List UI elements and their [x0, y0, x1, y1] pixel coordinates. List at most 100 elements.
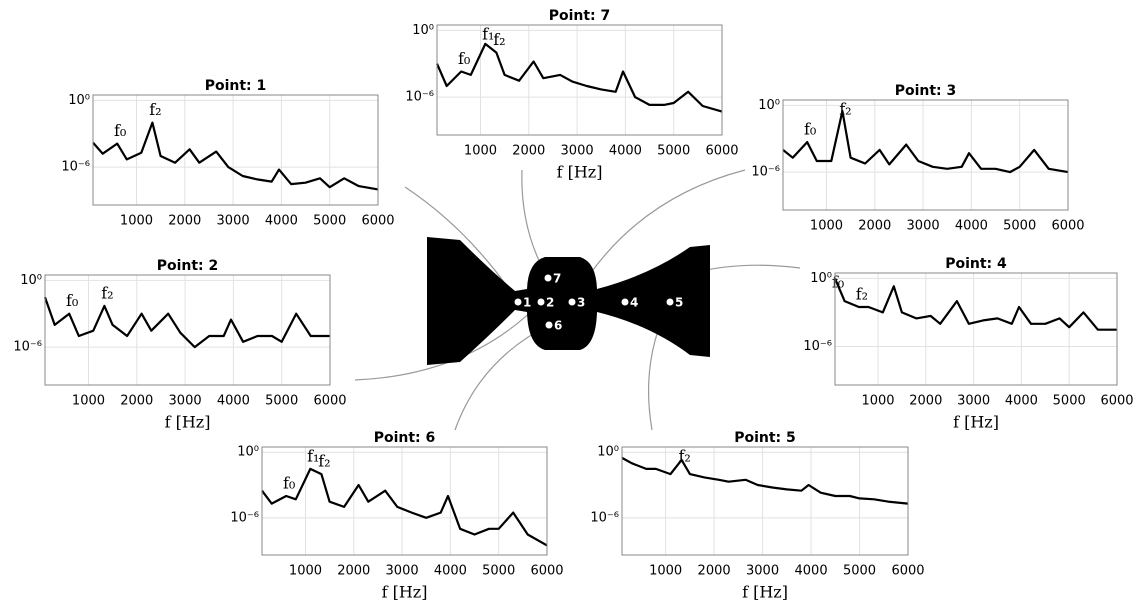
x-tick-label: 3000 [386, 564, 419, 579]
x-tick-label: 2000 [858, 219, 891, 234]
x-tick-label: 6000 [361, 214, 394, 229]
probe-label: 6 [554, 319, 562, 333]
x-tick-label: 5000 [657, 144, 690, 159]
x-axis-label: f [Hz] [742, 583, 788, 602]
x-tick-label: 5000 [1053, 394, 1086, 409]
spectrum-line [782, 110, 1069, 174]
peak-annotation: f₂ [856, 285, 868, 304]
spectrum-line [435, 42, 723, 113]
plot-frame [261, 446, 548, 556]
x-tick-label: 3000 [169, 394, 202, 409]
x-tick-label: 1000 [72, 394, 105, 409]
x-tick-label: 3000 [561, 144, 594, 159]
x-tick-label: 5000 [313, 214, 346, 229]
peak-annotation: f₀ [114, 121, 126, 140]
spectrum-line [92, 121, 379, 191]
peak-annotation: f₀ [458, 49, 470, 68]
peak-annotation: f₂ [149, 100, 161, 119]
plot-area [782, 99, 1069, 211]
y-tick-label: 10⁻⁶ [230, 510, 259, 525]
x-tick-label: 5000 [843, 564, 876, 579]
x-tick-label: 1000 [861, 394, 894, 409]
peak-annotation: f₂ [493, 30, 505, 49]
y-tick-label: 10⁰ [20, 273, 42, 288]
y-tick-label: 10⁰ [412, 23, 434, 38]
x-tick-label: 6000 [891, 564, 924, 579]
x-tick-label: 4000 [434, 564, 467, 579]
peak-annotation: f₂ [839, 100, 851, 119]
plot-area [834, 272, 1118, 386]
x-tick-label: 6000 [313, 394, 346, 409]
probe-label: 5 [675, 296, 683, 310]
probe-point [666, 298, 674, 306]
x-tick-label: 3000 [217, 214, 250, 229]
y-tick-label: 10⁻⁶ [590, 510, 619, 525]
x-tick-label: 5000 [1003, 219, 1036, 234]
spectrum-line [833, 277, 1117, 331]
peak-annotation: f₀ [832, 273, 844, 292]
y-tick-label: 10⁰ [597, 445, 619, 460]
peak-annotation: f₁ [307, 447, 319, 466]
plot-frame [621, 446, 909, 556]
plot-area [621, 446, 909, 556]
nozzle-shape [427, 237, 710, 365]
x-tick-label: 6000 [530, 564, 563, 579]
x-tick-label: 4000 [609, 144, 642, 159]
x-axis-label: f [Hz] [557, 163, 603, 182]
chart-title: Point: 3 [895, 83, 957, 99]
x-tick-label: 2000 [512, 144, 545, 159]
probe-point [544, 274, 552, 282]
x-tick-label: 4000 [955, 219, 988, 234]
x-tick-label: 2000 [120, 394, 153, 409]
x-tick-label: 2000 [168, 214, 201, 229]
peak-annotation: f₀ [66, 291, 78, 310]
x-tick-label: 6000 [1100, 394, 1133, 409]
chart-title: Point: 5 [734, 430, 796, 446]
x-tick-label: 1000 [464, 144, 497, 159]
peak-annotation: f₂ [678, 447, 690, 466]
plot-frame [44, 274, 331, 386]
x-tick-label: 3000 [957, 394, 990, 409]
y-tick-label: 10⁻⁶ [803, 339, 832, 354]
spectrum-line [43, 296, 330, 349]
chart-title: Point: 1 [205, 78, 267, 94]
plot-frame [834, 272, 1118, 386]
plot-frame [92, 94, 379, 206]
x-tick-label: 4000 [217, 394, 250, 409]
x-tick-label: 6000 [705, 144, 738, 159]
probe-point [537, 298, 545, 306]
peak-annotation: f₀ [283, 473, 295, 492]
x-tick-label: 1000 [289, 564, 322, 579]
x-tick-label: 4000 [795, 564, 828, 579]
peak-annotation: f₂ [101, 283, 113, 302]
peak-annotation: f₀ [804, 120, 816, 139]
x-tick-label: 1000 [810, 219, 843, 234]
x-tick-label: 3000 [746, 564, 779, 579]
x-tick-label: 2000 [698, 564, 731, 579]
y-tick-label: 10⁻⁶ [751, 165, 780, 180]
probe-point [621, 298, 629, 306]
chart-title: Point: 7 [549, 8, 611, 24]
plot-frame [782, 99, 1069, 211]
probe-label: 4 [630, 296, 638, 310]
probe-label: 2 [546, 296, 554, 310]
chart-title: Point: 6 [374, 430, 436, 446]
probe-label: 3 [577, 296, 585, 310]
x-tick-label: 1000 [649, 564, 682, 579]
probe-point [568, 298, 576, 306]
x-tick-label: 2000 [909, 394, 942, 409]
y-tick-label: 10⁰ [68, 93, 90, 108]
peak-annotation: f₂ [318, 452, 330, 471]
chart-title: Point: 4 [945, 256, 1007, 272]
plot-area [92, 94, 379, 206]
x-tick-label: 3000 [907, 219, 940, 234]
x-axis-label: f [Hz] [953, 413, 999, 432]
probe-label: 7 [553, 272, 561, 286]
x-tick-label: 5000 [482, 564, 515, 579]
probe-label: 1 [523, 296, 531, 310]
x-tick-label: 4000 [1005, 394, 1038, 409]
plot-area [261, 446, 548, 556]
y-tick-label: 10⁰ [810, 271, 832, 286]
y-tick-label: 10⁻⁶ [13, 340, 42, 355]
